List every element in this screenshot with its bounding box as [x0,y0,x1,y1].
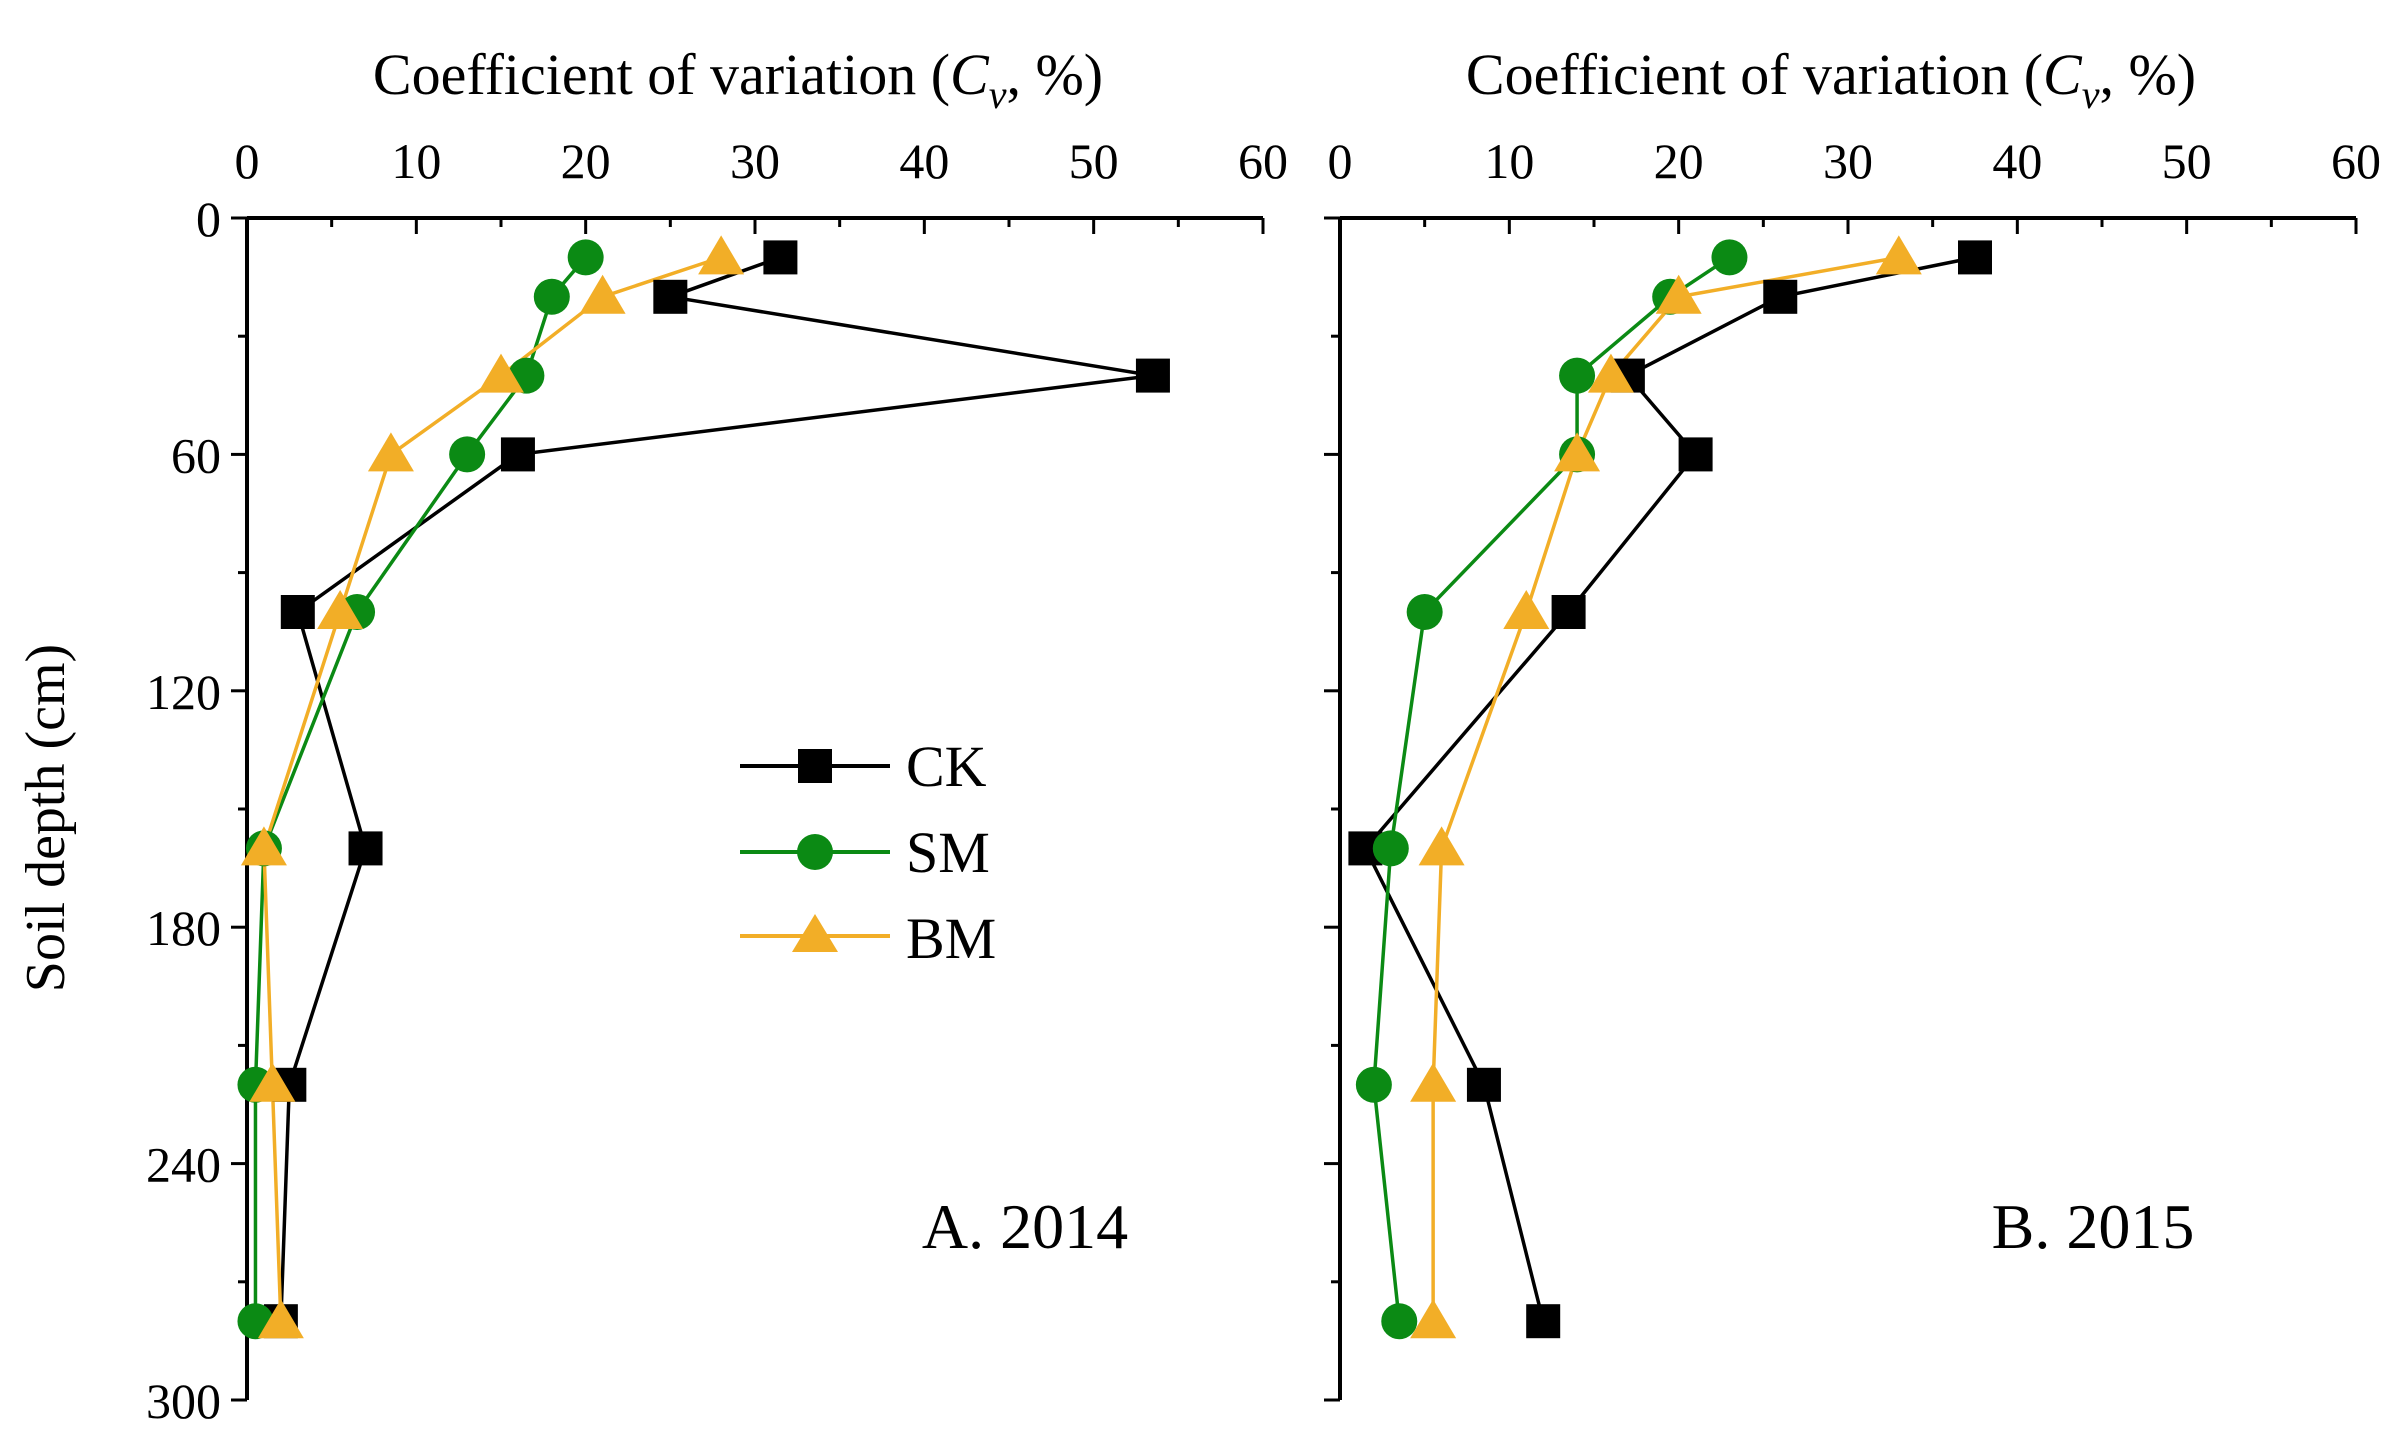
panel-a-y-tick-label: 120 [146,664,221,720]
panel-a-x-tick-label: 0 [235,133,260,189]
panel-a-x-axis-title: Coefficient of variation (Cv, %) [373,42,1103,117]
legend-item-ck: CK [740,734,987,799]
panel-a-y-tick-label: 180 [146,900,221,956]
panel-a-series-line-ck [279,255,1154,1322]
panel-a-point-bm [478,353,524,393]
panel-a-y-tick-label: 0 [196,191,221,247]
panel-a-y-tick-label: 300 [146,1373,221,1429]
panel-b-point-ck [1763,279,1798,314]
panel-a-point-sm [567,239,604,276]
panel-a-point-bm [249,1062,296,1102]
panel-a-point-ck [763,240,798,275]
panel-a-point-sm [533,278,570,315]
panel-a-point-bm [257,1299,304,1339]
panel-a-point-ck [1135,358,1170,393]
legend-item-bm: BM [740,906,996,971]
legend: CK SM BM [740,734,996,971]
panel-b-point-bm [1554,432,1601,472]
panel-b-annotation: B. 2015 [1992,1191,2195,1262]
panel-b-point-bm [1587,353,1634,393]
panel-a-point-ck [653,279,688,314]
panel-a-point-bm [240,826,287,866]
panel-b-2015: Coefficient of variation (Cv, %) B. 2015… [1324,42,2381,1402]
panel-b-point-sm [1406,594,1443,630]
panel-b-x-tick-label: 20 [1654,133,1704,189]
legend-label-sm: SM [906,820,990,885]
legend-label-bm: BM [906,906,996,971]
panel-a-point-bm [698,235,745,275]
panel-a-y-tick-label: 60 [171,427,221,483]
panel-b-point-bm [1410,1062,1457,1102]
panel-a-2014: Coefficient of variation (Cv, %) A. 2014… [146,42,1288,1429]
legend-marker-sm [797,834,833,870]
panel-b-x-tick-label: 50 [2162,133,2212,189]
legend-marker-ck [798,749,832,783]
panel-a-x-tick-label: 50 [1069,133,1119,189]
panel-b-x-tick-label: 60 [2331,133,2381,189]
legend-label-ck: CK [906,734,987,799]
panel-b-point-bm [1875,235,1922,275]
panel-a-point-ck [348,831,383,866]
panel-b-series-line-sm [1372,255,1731,1322]
panel-b-point-bm [1410,1299,1457,1339]
panel-b-point-ck [1551,595,1586,629]
y-axis-label: Soil depth (cm) [15,644,77,992]
panel-a-point-sm [449,436,486,473]
panel-a-x-tick-label: 40 [899,133,949,189]
panel-b-point-ck [1958,240,1992,275]
legend-marker-bm [792,914,838,952]
panel-b-x-tick-label: 10 [1484,133,1534,189]
panel-b-point-sm [1381,1303,1418,1340]
panel-a-x-tick-label: 10 [391,133,441,189]
panel-b-point-bm [1655,274,1702,314]
panel-a-point-bm [317,590,364,629]
panel-b-x-tick-label: 30 [1823,133,1873,189]
panel-b-point-sm [1559,357,1596,394]
panel-a-point-bm [579,274,626,314]
panel-a-point-ck [280,595,315,629]
panel-a-point-bm [367,432,414,472]
panel-b-x-axis-title: Coefficient of variation (Cv, %) [1466,42,2196,117]
panel-a-x-tick-label: 30 [730,133,780,189]
panel-a-x-tick-label: 20 [561,133,611,189]
panel-b-point-sm [1355,1066,1392,1103]
panel-a-x-tick-label: 60 [1238,133,1288,189]
panel-a-point-ck [500,437,535,472]
panel-b-x-tick-label: 0 [1328,133,1353,189]
panel-b-point-sm [1372,830,1409,867]
panel-b-series-line-ck [1363,255,1976,1322]
panel-b-x-tick-label: 40 [1992,133,2042,189]
legend-item-sm: SM [740,820,990,885]
panel-a-series-line-bm [262,255,722,1322]
panel-a-annotation: A. 2014 [922,1191,1128,1262]
panel-a-series-line-sm [253,256,587,1322]
panel-b-point-ck [1678,437,1713,472]
panel-b-point-bm [1503,590,1550,629]
panel-b-point-sm [1711,239,1748,276]
panel-b-point-ck [1466,1067,1501,1102]
panel-a-y-tick-label: 240 [146,1137,221,1193]
panel-b-point-bm [1418,826,1465,866]
panel-b-point-ck [1526,1304,1561,1339]
